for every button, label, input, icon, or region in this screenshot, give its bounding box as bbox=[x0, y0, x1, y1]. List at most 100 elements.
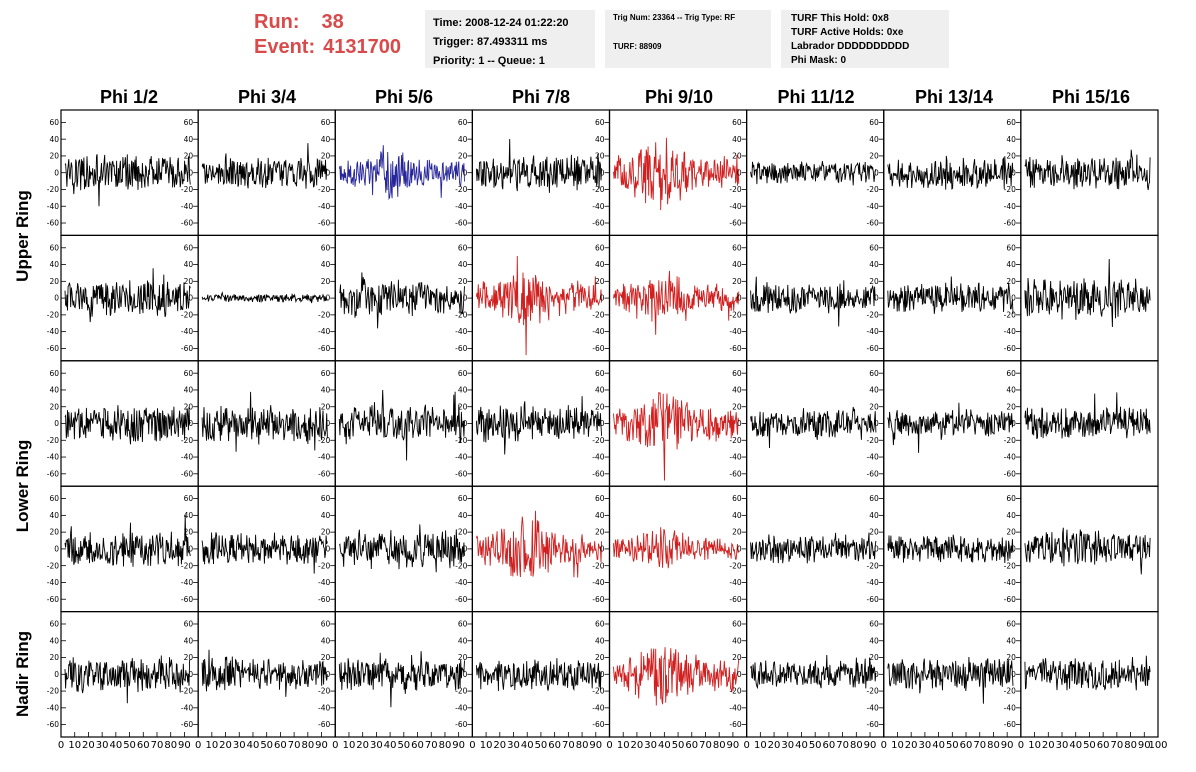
y-tick-label-r3-c2--40: -40 bbox=[318, 578, 330, 587]
priority-text: Priority: 1 -- Queue: 1 bbox=[433, 55, 545, 67]
y-tick-label-r2-c2-20: 20 bbox=[321, 402, 331, 411]
y-tick-label-r4-60: 60 bbox=[49, 620, 59, 629]
y-tick-label-r0--40: -40 bbox=[47, 202, 59, 211]
y-tick-label-r4-c6-0: 0 bbox=[874, 670, 879, 679]
waveform-trace-r2-c4 bbox=[613, 391, 740, 481]
waveform-trace-r0-c0 bbox=[64, 154, 191, 207]
waveform-trace-r2-c5 bbox=[750, 406, 877, 449]
x-tick-label-c1-70: 70 bbox=[288, 740, 301, 751]
waveform-trace-r1-c0 bbox=[64, 268, 191, 323]
y-tick-label-r1-c7--40: -40 bbox=[1004, 327, 1016, 336]
phi-header-1: Phi 1/2 bbox=[99, 87, 159, 107]
y-tick-label-r0-c1--40: -40 bbox=[181, 202, 193, 211]
y-tick-label-r1-c7-20: 20 bbox=[1006, 277, 1016, 286]
y-tick-label-r4-c4-60: 60 bbox=[595, 620, 605, 629]
y-tick-label-r4-c4-20: 20 bbox=[595, 653, 605, 662]
x-tick-label-c2-40: 40 bbox=[384, 740, 397, 751]
y-tick-label-r3-c7-20: 20 bbox=[1006, 528, 1016, 537]
x-tick-label-c4-90: 90 bbox=[727, 740, 740, 751]
x-tick-label-c2-20: 20 bbox=[356, 740, 369, 751]
y-tick-label-r0-c5-60: 60 bbox=[732, 118, 742, 127]
y-tick-label-r4-c5-0: 0 bbox=[737, 670, 742, 679]
y-tick-label-r1-c4--20: -20 bbox=[592, 310, 604, 319]
y-tick-label-r3-c5-0: 0 bbox=[737, 545, 742, 554]
y-tick-label-r3-c5--40: -40 bbox=[729, 578, 741, 587]
y-tick-label-r3-c3--40: -40 bbox=[455, 578, 467, 587]
waveform-trace-r3-c0 bbox=[64, 514, 191, 567]
y-tick-label-r0-c1--20: -20 bbox=[181, 185, 193, 194]
y-tick-label-r4-c1--20: -20 bbox=[181, 687, 193, 696]
x-tick-label-c5-20: 20 bbox=[768, 740, 781, 751]
phi-header-6: Phi 11/12 bbox=[777, 87, 855, 107]
x-tick-label-c1-20: 20 bbox=[219, 740, 232, 751]
y-tick-label-r2-c7-40: 40 bbox=[1006, 386, 1016, 395]
x-tick-label-c3-10: 10 bbox=[480, 740, 493, 751]
x-tick-label-c2-10: 10 bbox=[343, 740, 356, 751]
y-tick-label-r0-c2-60: 60 bbox=[321, 118, 331, 127]
waveform-trace-r1-c5 bbox=[750, 276, 877, 327]
y-tick-label-r4-c7--40: -40 bbox=[1004, 703, 1016, 712]
y-tick-label-r2-c6-60: 60 bbox=[869, 369, 879, 378]
y-tick-label-r3-c3-20: 20 bbox=[458, 528, 468, 537]
y-tick-label-r3-c2-0: 0 bbox=[325, 545, 330, 554]
y-tick-label-r2-c1-0: 0 bbox=[188, 419, 193, 428]
x-tick-label-c0-80: 80 bbox=[164, 740, 177, 751]
y-tick-label-r3-c7-60: 60 bbox=[1006, 494, 1016, 503]
y-tick-label-r0-c5--20: -20 bbox=[729, 185, 741, 194]
run-value: 38 bbox=[321, 11, 344, 33]
y-tick-label-r0-c7--40: -40 bbox=[1004, 202, 1016, 211]
y-tick-label-r1-c4-60: 60 bbox=[595, 243, 605, 252]
y-tick-label-r2-c2--40: -40 bbox=[318, 453, 330, 462]
y-tick-label-r1-c5-0: 0 bbox=[737, 294, 742, 303]
x-tick-label-c7-30: 30 bbox=[1056, 740, 1069, 751]
x-tick-label-c0-20: 20 bbox=[82, 740, 95, 751]
y-tick-label-r0-c2--20: -20 bbox=[318, 185, 330, 194]
y-tick-label-r0-c5-20: 20 bbox=[732, 152, 742, 161]
waveform-trace-r0-c6 bbox=[887, 155, 1014, 190]
phi-header-5: Phi 9/10 bbox=[644, 87, 714, 107]
y-tick-label-r1--40: -40 bbox=[47, 327, 59, 336]
y-tick-label-r2-c3-60: 60 bbox=[458, 369, 468, 378]
y-tick-label-r2-c6-0: 0 bbox=[874, 419, 879, 428]
y-tick-label-r4-c5--40: -40 bbox=[729, 703, 741, 712]
y-tick-label-r3-c3--60: -60 bbox=[455, 595, 467, 604]
y-tick-label-r2-c6--20: -20 bbox=[867, 436, 879, 445]
x-tick-label-c4-30: 30 bbox=[644, 740, 657, 751]
y-tick-label-r4-c1-40: 40 bbox=[184, 636, 194, 645]
waveform-trace-r0-c5 bbox=[750, 161, 877, 186]
y-tick-label-r4-c4-40: 40 bbox=[595, 636, 605, 645]
x-tick-label-c4-10: 10 bbox=[617, 740, 630, 751]
x-tick-label-c0-60: 60 bbox=[137, 740, 150, 751]
x-tick-label-c1-60: 60 bbox=[274, 740, 287, 751]
labrador-text: Labrador DDDDDDDDDD bbox=[791, 41, 910, 52]
y-tick-label-r3-c6-20: 20 bbox=[869, 528, 879, 537]
y-tick-label-r1-c1-0: 0 bbox=[188, 294, 193, 303]
y-tick-label-r0-c3--60: -60 bbox=[455, 219, 467, 228]
x-tick-label-c3-50: 50 bbox=[535, 740, 548, 751]
time-text: Time: 2008-12-24 01:22:20 bbox=[433, 17, 569, 29]
panel-frame-r4-c3 bbox=[471, 610, 611, 738]
y-tick-label-r4--20: -20 bbox=[47, 687, 59, 696]
y-tick-label-r0-c3-0: 0 bbox=[463, 168, 468, 177]
waveform-trace-r1-c2 bbox=[339, 272, 465, 329]
y-tick-label-r2--40: -40 bbox=[47, 453, 59, 462]
waveform-trace-r2-c2 bbox=[338, 389, 465, 461]
y-tick-label-r0-c7-0: 0 bbox=[1011, 168, 1016, 177]
x-tick-label-c1-30: 30 bbox=[233, 740, 246, 751]
waveform-trace-r3-c2 bbox=[338, 524, 465, 573]
y-tick-label-r3-c1--40: -40 bbox=[181, 578, 193, 587]
y-tick-label-r1-c6-0: 0 bbox=[874, 294, 879, 303]
y-tick-label-r4-c4-0: 0 bbox=[600, 670, 605, 679]
y-tick-label-r3-c3-40: 40 bbox=[458, 511, 468, 520]
waveform-trace-r0-c4 bbox=[613, 137, 740, 211]
y-tick-label-r4-c1--60: -60 bbox=[181, 720, 193, 729]
y-tick-label-r1-c7-60: 60 bbox=[1006, 243, 1016, 252]
y-tick-label-r3-c6--40: -40 bbox=[867, 578, 879, 587]
y-tick-label-r3-c6-60: 60 bbox=[869, 494, 879, 503]
y-tick-label-r3-c7-0: 0 bbox=[1011, 545, 1016, 554]
y-tick-label-r0-c2-20: 20 bbox=[321, 152, 331, 161]
y-tick-label-r2-c3-0: 0 bbox=[463, 419, 468, 428]
trig-num-text: Trig Num: 23364 -- Trig Type: RF bbox=[613, 13, 736, 22]
waveform-trace-r2-c7 bbox=[1024, 392, 1151, 440]
y-tick-label-r0-c4-0: 0 bbox=[600, 168, 605, 177]
